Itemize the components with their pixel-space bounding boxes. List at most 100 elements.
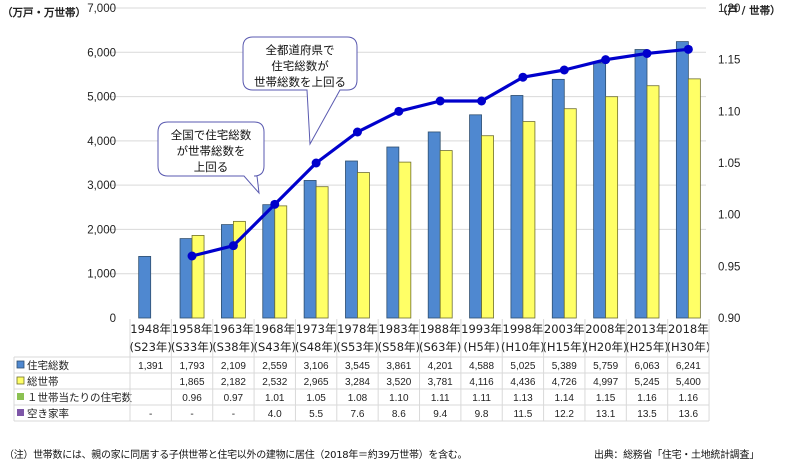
bar-households (398, 161, 412, 319)
right-tick-label: 0.90 (718, 313, 740, 325)
bar-households (563, 108, 577, 319)
left-tick-label: 6,000 (87, 47, 116, 59)
ratio-point (187, 251, 197, 261)
category-year: 2008年 (585, 322, 626, 336)
table-cell: 1.10 (389, 393, 409, 404)
table-cell: 2,965 (304, 377, 329, 388)
table-cell: 1.05 (306, 393, 326, 404)
table-cell: 5,245 (634, 377, 659, 388)
ratio-point (683, 44, 693, 54)
category-era: (S43年) (254, 340, 296, 354)
table-cell: 3,520 (386, 377, 411, 388)
table-cell: 13.1 (596, 409, 616, 420)
table-cell: 5,400 (676, 377, 701, 388)
bar-housing-total (138, 255, 152, 319)
table-cell: 9.8 (475, 409, 489, 420)
table-cell: 4,726 (552, 377, 577, 388)
category-era: (S58年) (378, 340, 420, 354)
bar-housing-total (262, 204, 276, 319)
table-cell: 1.16 (679, 393, 699, 404)
table-cell: 1.11 (431, 393, 450, 404)
bar-housing-total (386, 146, 400, 319)
bar-households (522, 121, 536, 319)
bar-housing-total (634, 49, 648, 319)
callout-text: 上回る (194, 160, 229, 174)
category-era: (S33年) (171, 340, 213, 354)
table-cell: 1.01 (265, 393, 285, 404)
category-era: (H15年) (542, 340, 586, 354)
right-axis-ticks: 0.90 0.95 1.00 1.05 1.10 1.15 1.20 (718, 3, 740, 325)
legend-swatch (17, 393, 24, 400)
footnote: （注）世帯数には、親の家に同居する子供世帯と住宅以外の建物に居住（2018年＝約… (4, 450, 468, 461)
category-year: 1998年 (503, 322, 544, 336)
table-cell: 0.97 (224, 393, 244, 404)
bar-housing-total (510, 95, 524, 319)
ratio-line (187, 44, 693, 261)
table-cell: 5,025 (510, 361, 535, 372)
ratio-point (228, 241, 238, 251)
table-cell: 7.6 (351, 409, 365, 420)
table-cell: 3,106 (304, 361, 329, 372)
table-cell: 4,997 (593, 377, 618, 388)
category-era: (S38年) (212, 340, 254, 354)
category-year: 1948年 (130, 322, 171, 336)
category-year: 2003年 (544, 322, 585, 336)
table-cell: 4,436 (510, 377, 535, 388)
table-cell: - (149, 409, 152, 420)
ratio-point (394, 106, 404, 116)
bar-housing-total (469, 114, 482, 319)
ratio-point (477, 96, 487, 106)
category-era: (H5年) (463, 340, 499, 354)
category-year: 1968年 (254, 322, 295, 336)
left-tick-label: 7,000 (87, 3, 116, 15)
category-year: 1993年 (461, 322, 502, 336)
left-tick-label: 5,000 (87, 92, 116, 104)
legend-swatch (16, 376, 25, 385)
bar-households (191, 235, 205, 319)
bar-housing-total (303, 180, 317, 319)
table-cell: 3,545 (345, 361, 370, 372)
table-cell: 3,861 (386, 361, 411, 372)
ratio-point (270, 199, 280, 209)
left-tick-label: 4,000 (87, 136, 116, 148)
category-year: 1973年 (296, 322, 337, 336)
bar-housing-total (427, 131, 441, 319)
table-cell: 5.5 (309, 409, 323, 420)
callout-bubble-1 (157, 121, 265, 195)
right-tick-label: 0.95 (718, 261, 740, 273)
table-cell: 2,532 (262, 377, 287, 388)
callout-bubble-2 (242, 36, 358, 146)
callout-text: 住宅総数が (271, 59, 329, 73)
callout-text: 全都道府県で (266, 43, 335, 57)
left-tick-label: 2,000 (87, 224, 116, 236)
category-year: 2013年 (627, 322, 668, 336)
category-era: (S48年) (295, 340, 337, 354)
table-cell: 1.08 (348, 393, 368, 404)
right-tick-label: 1.05 (718, 158, 740, 170)
bar-households (315, 186, 329, 319)
ratio-point (311, 158, 321, 168)
bar-households (687, 78, 701, 319)
table-cell: 2,109 (221, 361, 246, 372)
right-tick-label: 1.00 (718, 210, 740, 222)
bars (138, 41, 701, 319)
table-cell: 6,063 (634, 361, 659, 372)
category-era: (S23年) (129, 340, 171, 354)
table-cell: - (190, 409, 193, 420)
table-cell: 6,241 (676, 361, 701, 372)
table-cell: 1,793 (180, 361, 205, 372)
table-cell: 5,389 (552, 361, 577, 372)
category-year: 1963年 (213, 322, 254, 336)
table-cell: 4,116 (469, 377, 494, 388)
category-era: (S53年) (336, 340, 378, 354)
legend-swatch (16, 360, 25, 369)
category-year: 1978年 (337, 322, 378, 336)
bar-households (481, 135, 494, 319)
table-cell: 8.6 (392, 409, 406, 420)
bar-households (357, 172, 370, 319)
table-cell: 11.5 (514, 409, 533, 420)
data-table: 1948年(S23年)1958年(S33年)1963年(S38年)1968年(S… (13, 319, 710, 422)
table-cell: 1.16 (637, 393, 657, 404)
bar-housing-total (675, 41, 689, 319)
